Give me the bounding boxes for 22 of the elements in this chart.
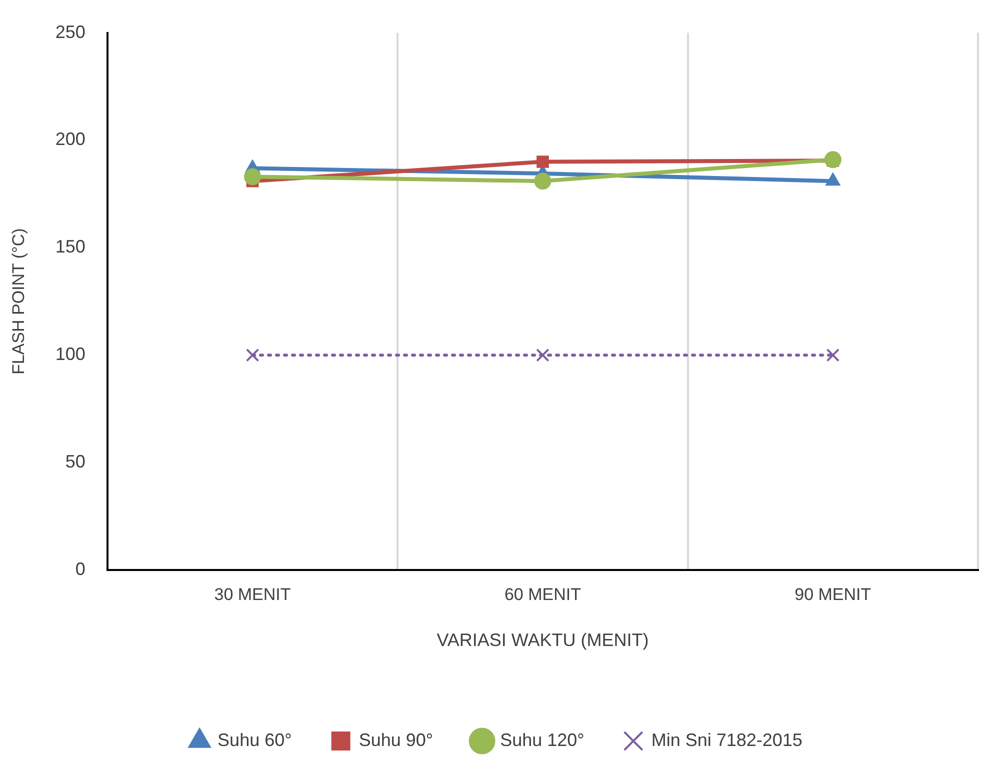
y-tick-label: 250 <box>55 22 86 42</box>
y-tick-label: 0 <box>75 558 86 579</box>
y-tick-label: 50 <box>65 452 86 472</box>
legend-label: Suhu 120° <box>500 730 584 750</box>
x-tick-label: 90 MENIT <box>794 584 872 604</box>
x-tick-label: 60 MENIT <box>504 584 581 604</box>
y-tick-label: 100 <box>55 344 86 364</box>
y-tick-label: 200 <box>55 129 86 150</box>
point <box>244 168 262 186</box>
point <box>826 348 840 362</box>
legend-label: Min Sni 7182-2015 <box>651 730 802 750</box>
point <box>536 156 549 168</box>
legend-label: Suhu 60° <box>218 730 292 750</box>
point <box>536 348 550 362</box>
x-tick-label: 30 MENIT <box>214 584 291 604</box>
legend-label: Suhu 90° <box>358 730 434 750</box>
point <box>824 151 842 168</box>
x-axis-title: VARIASI WAKTU (MENIT) <box>436 630 649 650</box>
y-axis-title: FLASH POINT (°C) <box>8 228 28 375</box>
point <box>534 172 552 190</box>
point <box>246 348 260 362</box>
y-tick-label: 150 <box>55 236 86 257</box>
